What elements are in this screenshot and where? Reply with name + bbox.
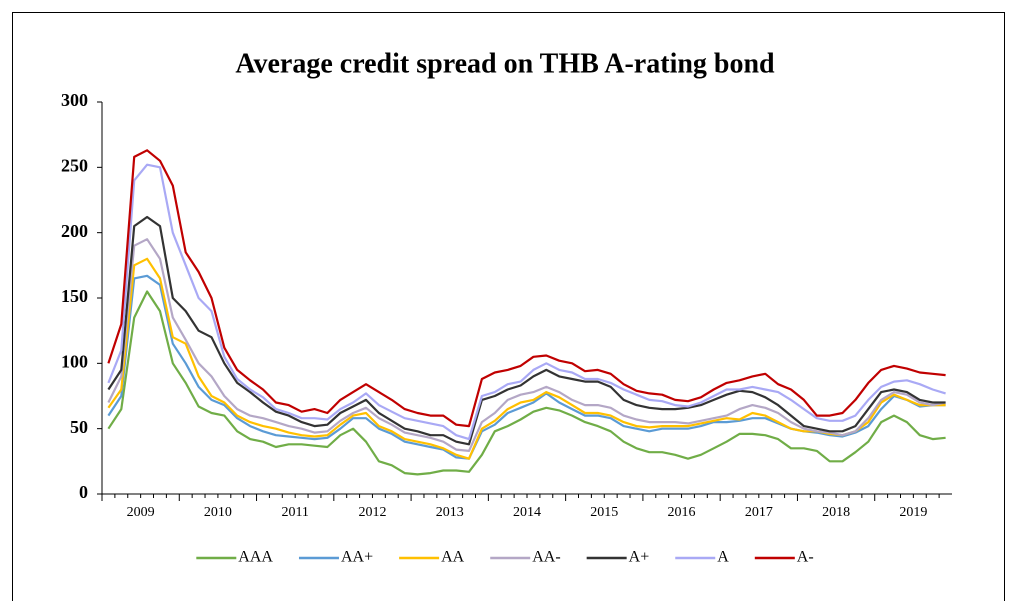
chart-title: Average credit spread on THB A-rating bo… bbox=[235, 48, 775, 79]
x-tick-label: 2018 bbox=[822, 505, 850, 520]
chart-frame bbox=[12, 12, 1005, 601]
series-line bbox=[107, 290, 946, 476]
y-tick-label: 250 bbox=[61, 155, 88, 175]
x-tick-label: 2015 bbox=[590, 505, 618, 520]
y-tick-label: 50 bbox=[70, 417, 88, 437]
x-tick-label: 2011 bbox=[281, 505, 308, 520]
legend-label: AA+ bbox=[341, 549, 373, 566]
series-line bbox=[107, 215, 946, 446]
y-tick-label: 100 bbox=[61, 351, 88, 371]
y-tick-label: 200 bbox=[61, 221, 88, 241]
series-line bbox=[107, 238, 946, 452]
legend-label: AA- bbox=[532, 549, 560, 566]
x-tick-label: 2014 bbox=[513, 505, 541, 520]
legend-label: A+ bbox=[629, 549, 650, 566]
x-tick-label: 2009 bbox=[127, 505, 155, 520]
y-tick-label: 0 bbox=[79, 482, 88, 502]
x-tick-label: 2010 bbox=[204, 505, 232, 520]
x-tick-label: 2012 bbox=[358, 505, 386, 520]
series-line bbox=[107, 163, 946, 441]
legend-label: A- bbox=[797, 549, 814, 566]
x-tick-label: 2019 bbox=[899, 505, 927, 520]
legend-label: AA bbox=[441, 549, 465, 566]
y-tick-label: 300 bbox=[61, 90, 88, 110]
legend-label: A bbox=[717, 549, 729, 566]
x-tick-label: 2016 bbox=[668, 505, 696, 520]
y-tick-label: 150 bbox=[61, 286, 88, 306]
series-line bbox=[107, 257, 946, 460]
x-tick-label: 2013 bbox=[436, 505, 464, 520]
legend-label: AAA bbox=[238, 549, 273, 566]
x-tick-label: 2017 bbox=[745, 505, 773, 520]
series-line bbox=[107, 149, 946, 428]
